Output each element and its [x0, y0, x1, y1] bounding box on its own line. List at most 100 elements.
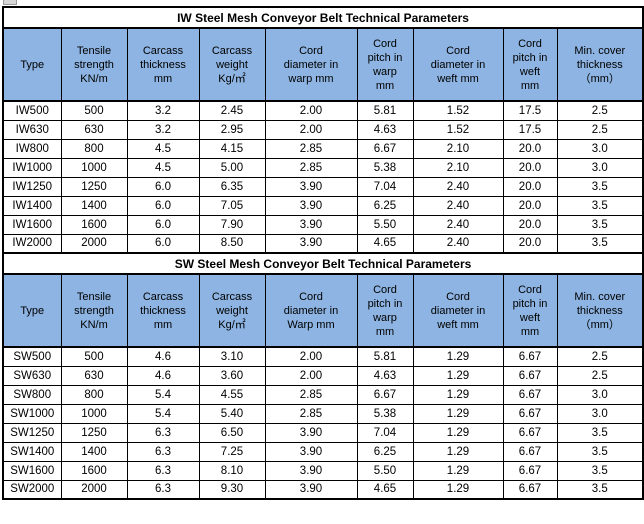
value-cell: 4.5: [126, 138, 200, 159]
section-sw-title-row: SW Steel Mesh Conveyor Belt Technical Pa…: [1, 252, 644, 275]
value-cell: 1400: [60, 195, 128, 216]
section-iw-header-row: Type Tensile strength KN/m Carcass thickne…: [2, 27, 644, 102]
value-cell: 2000: [60, 479, 128, 500]
type-cell: IW800: [2, 138, 62, 159]
value-cell: 3.90: [264, 214, 358, 235]
value-cell: 6.67: [502, 422, 558, 443]
value-cell: 20.0: [502, 176, 558, 197]
column-header: Carcass weight Kg/㎡: [198, 27, 266, 102]
value-cell: 6.3: [126, 422, 200, 443]
value-cell: 3.0: [556, 157, 644, 178]
value-cell: 8.10: [198, 460, 266, 481]
column-header: Min. cover thickness （mm）: [556, 273, 644, 348]
value-cell: 4.5: [126, 157, 200, 178]
type-cell: SW2000: [2, 479, 62, 500]
value-cell: 1.29: [412, 460, 504, 481]
value-cell: 6.35: [198, 176, 266, 197]
value-cell: 2.5: [556, 119, 644, 140]
value-cell: 1250: [60, 176, 128, 197]
table-row: SW630 630 4.6 3.60 2.00 4.63 1.29 6.67 2.5: [2, 365, 644, 386]
type-cell: SW630: [2, 365, 62, 386]
value-cell: 2.40: [412, 233, 504, 254]
column-header: Cord pitch in warp mm: [356, 273, 414, 348]
section-sw-title: SW Steel Mesh Conveyor Belt Technical Pa…: [1, 252, 644, 275]
value-cell: 3.90: [264, 441, 358, 462]
value-cell: 2.45: [198, 100, 266, 121]
value-cell: 3.5: [556, 441, 644, 462]
value-cell: 6.3: [126, 441, 200, 462]
value-cell: 1.29: [412, 479, 504, 500]
column-header: Type: [2, 273, 62, 348]
type-cell: IW1600: [2, 214, 62, 235]
value-cell: 20.0: [502, 157, 558, 178]
column-header: Cord diameter in weft mm: [412, 27, 504, 102]
column-header: Tensile strength KN/m: [60, 273, 128, 348]
value-cell: 20.0: [502, 138, 558, 159]
value-cell: 2.85: [264, 384, 358, 405]
value-cell: 3.5: [556, 479, 644, 500]
value-cell: 2.5: [556, 100, 644, 121]
value-cell: 2.00: [264, 346, 358, 367]
value-cell: 3.5: [556, 214, 644, 235]
value-cell: 3.90: [264, 422, 358, 443]
type-cell: SW1250: [2, 422, 62, 443]
value-cell: 2.10: [412, 157, 504, 178]
value-cell: 3.5: [556, 233, 644, 254]
table-row: SW1400 1400 6.3 7.25 3.90 6.25 1.29 6.67 3.5: [2, 441, 644, 462]
value-cell: 5.4: [126, 384, 200, 405]
value-cell: 500: [60, 346, 128, 367]
type-cell: IW2000: [2, 233, 62, 254]
value-cell: 4.6: [126, 365, 200, 386]
value-cell: 2.5: [556, 365, 644, 386]
value-cell: 5.81: [356, 100, 414, 121]
value-cell: 4.6: [126, 346, 200, 367]
value-cell: 1.29: [412, 441, 504, 462]
type-cell: IW630: [2, 119, 62, 140]
value-cell: 3.2: [126, 100, 200, 121]
table-row: SW1600 1600 6.3 8.10 3.90 5.50 1.29 6.67 3.5: [2, 460, 644, 481]
value-cell: 2.00: [264, 100, 358, 121]
value-cell: 2.40: [412, 176, 504, 197]
value-cell: 6.0: [126, 195, 200, 216]
value-cell: 6.67: [502, 460, 558, 481]
value-cell: 2.00: [264, 119, 358, 140]
table-row: IW1400 1400 6.0 7.05 3.90 6.25 2.40 20.0 3.5: [2, 195, 644, 216]
value-cell: 4.15: [198, 138, 266, 159]
column-header: Tensile strength KN/m: [60, 27, 128, 102]
type-cell: IW1000: [2, 157, 62, 178]
value-cell: 20.0: [502, 233, 558, 254]
value-cell: 20.0: [502, 195, 558, 216]
type-cell: IW1400: [2, 195, 62, 216]
value-cell: 5.00: [198, 157, 266, 178]
type-cell: SW500: [2, 346, 62, 367]
value-cell: 2000: [60, 233, 128, 254]
value-cell: 3.0: [556, 403, 644, 424]
value-cell: 5.4: [126, 403, 200, 424]
value-cell: 4.63: [356, 119, 414, 140]
value-cell: 6.67: [502, 479, 558, 500]
column-header: Cord diameter in weft mm: [412, 273, 504, 348]
value-cell: 6.0: [126, 233, 200, 254]
value-cell: 1.52: [412, 119, 504, 140]
column-header: Type: [2, 27, 62, 102]
value-cell: 3.2: [126, 119, 200, 140]
table-row: SW500 500 4.6 3.10 2.00 5.81 1.29 6.67 2.5: [2, 346, 644, 367]
section-sw-header-row: Type Tensile strength KN/m Carcass thickne…: [2, 273, 644, 348]
value-cell: 6.67: [502, 365, 558, 386]
column-header: Carcass weight Kg/㎡: [198, 273, 266, 348]
type-cell: IW500: [2, 100, 62, 121]
value-cell: 6.3: [126, 460, 200, 481]
table-row: SW800 800 5.4 4.55 2.85 6.67 1.29 6.67 3.0: [2, 384, 644, 405]
table-row: IW1000 1000 4.5 5.00 2.85 5.38 2.10 20.0 3.0: [2, 157, 644, 178]
table-row: IW2000 2000 6.0 8.50 3.90 4.65 2.40 20.0 3.5: [2, 233, 644, 254]
value-cell: 3.0: [556, 138, 644, 159]
screenshot-edge-artifact: [3, 0, 17, 5]
value-cell: 1600: [60, 214, 128, 235]
value-cell: 1000: [60, 403, 128, 424]
value-cell: 7.04: [356, 422, 414, 443]
column-header: Cord pitch in weft mm: [502, 27, 558, 102]
value-cell: 7.04: [356, 176, 414, 197]
value-cell: 5.38: [356, 157, 414, 178]
value-cell: 2.40: [412, 195, 504, 216]
value-cell: 6.3: [126, 479, 200, 500]
